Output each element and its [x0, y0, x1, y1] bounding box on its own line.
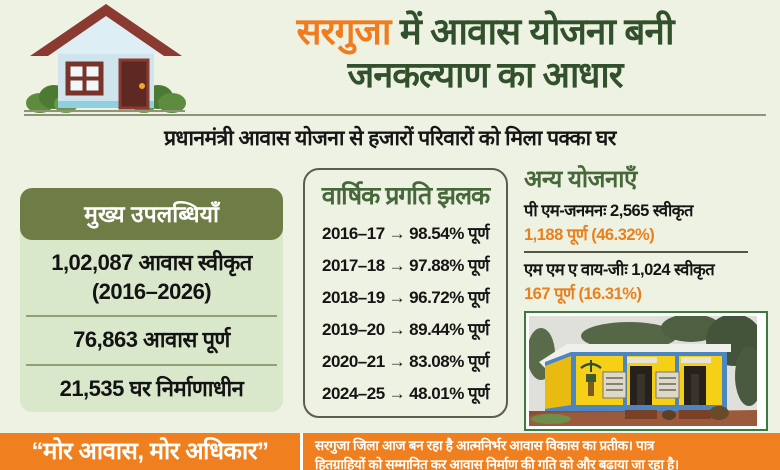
progress-year: 2017–18	[321, 256, 385, 275]
photo-frame	[524, 311, 768, 431]
header: सरगुजा में आवास योजना बनी जनकल्याण का आध…	[0, 0, 780, 114]
arrow-right-icon: →	[388, 352, 406, 371]
progress-year: 2018–19	[321, 288, 385, 307]
progress-value: 96.72% पूर्ण	[409, 288, 489, 307]
progress-row: 2024–25 → 48.01% पूर्ण	[309, 381, 502, 404]
achievement-item: 1,02,087 आवास स्वीकृत (2016–2026)	[20, 240, 283, 315]
progress-row: 2019–20 → 89.44% पूर्ण	[309, 317, 502, 340]
progress-value: 48.01% पूर्ण	[409, 384, 489, 403]
wall-emblem	[580, 360, 602, 396]
village-house-photo	[529, 316, 757, 426]
house-illustration	[0, 0, 190, 114]
progress-heading: वार्षिक प्रगति झलक	[321, 182, 490, 210]
door-icon	[118, 58, 150, 110]
scheme-completed: 1,188 पूर्ण (46.32%)	[524, 226, 655, 244]
progress-value: 97.88% पूर्ण	[409, 256, 489, 275]
footer-text: सरगुजा जिला आज बन रहा है आत्मनिर्भर आवास…	[303, 433, 780, 470]
progress-year: 2024–25	[321, 384, 385, 403]
progress-row: 2016–17 → 98.54% पूर्ण	[309, 221, 502, 244]
progress-row: 2017–18 → 97.88% पूर्ण	[309, 253, 502, 276]
title-line2: जनकल्याण का आधार	[347, 54, 624, 96]
footer-quote: “मोर आवास, मोर अधिकार”	[31, 438, 269, 465]
arrow-right-icon: →	[388, 320, 406, 339]
arrow-right-icon: →	[388, 224, 406, 243]
progress-value: 98.54% पूर्ण	[409, 224, 489, 243]
other-schemes-heading: अन्य योजनाएँ	[524, 166, 637, 193]
scheme-approved: पी एम-जनमनः 2,565 स्वीकृत	[524, 202, 693, 220]
footer-bar: “मोर आवास, मोर अधिकार” सरगुजा जिला आज बन…	[0, 433, 780, 470]
arrow-right-icon: →	[388, 288, 406, 307]
progress-value: 89.44% पूर्ण	[409, 320, 489, 339]
title-rest: में आवास योजना बनी	[390, 11, 675, 52]
achievements-heading: मुख्य उपलब्धियाँ	[20, 188, 283, 240]
achievement-item: 21,535 घर निर्माणाधीन	[59, 375, 244, 401]
scheme-approved: एम एम ए वाय-जीः 1,024 स्वीकृत	[524, 261, 715, 279]
house-base	[58, 101, 154, 108]
arrow-right-icon: →	[388, 256, 406, 275]
achievement-item: 76,863 आवास पूर्ण	[73, 327, 230, 353]
footer-text-line1: सरगुजा जिला आज बन रहा है आत्मनिर्भर आवास…	[315, 438, 655, 453]
signboards	[602, 371, 680, 399]
progress-panel: वार्षिक प्रगति झलक 2016–17 → 98.54% पूर्ण …	[303, 168, 508, 418]
progress-row: 2020–21 → 83.08% पूर्ण	[309, 349, 502, 372]
achievement-divider	[26, 363, 277, 366]
footer-divider	[300, 433, 303, 470]
title-highlight: सरगुजा	[296, 11, 391, 52]
footer-text-line2: हितग्राहियों को सम्मानित कर आवास निर्माण…	[315, 456, 679, 470]
achievement-line1: 1,02,087 आवास स्वीकृत	[51, 250, 252, 275]
window-icon	[65, 61, 104, 96]
progress-year: 2016–17	[321, 224, 385, 243]
arrow-right-icon: →	[388, 384, 406, 403]
subtitle: प्रधानमंत्री आवास योजना से हजारों परिवार…	[164, 127, 616, 150]
achievements-panel: मुख्य उपलब्धियाँ 1,02,087 आवास स्वीकृत (…	[20, 188, 283, 413]
progress-year: 2020–21	[321, 352, 385, 371]
progress-year: 2019–20	[321, 320, 385, 339]
roof	[30, 4, 182, 56]
house-icon	[24, 4, 186, 113]
scheme-completed: 167 पूर्ण (16.31%)	[524, 285, 642, 303]
top-divider	[24, 114, 766, 116]
title-line1: सरगुजा में आवास योजना बनी	[190, 10, 780, 54]
progress-value: 83.08% पूर्ण	[409, 352, 489, 371]
scheme-divider	[524, 251, 748, 253]
achievement-line2: (2016–2026)	[91, 278, 212, 304]
achievement-divider	[26, 315, 277, 318]
house-gable	[50, 16, 162, 54]
content: मुख्य उपलब्धियाँ 1,02,087 आवास स्वीकृत (…	[0, 160, 780, 432]
page-title: सरगुजा में आवास योजना बनी जनकल्याण का आध…	[190, 0, 780, 114]
progress-row: 2018–19 → 96.72% पूर्ण	[309, 285, 502, 308]
other-schemes-panel: अन्य योजनाएँ पी एम-जनमनः 2,565 स्वीकृत 1…	[524, 162, 772, 431]
